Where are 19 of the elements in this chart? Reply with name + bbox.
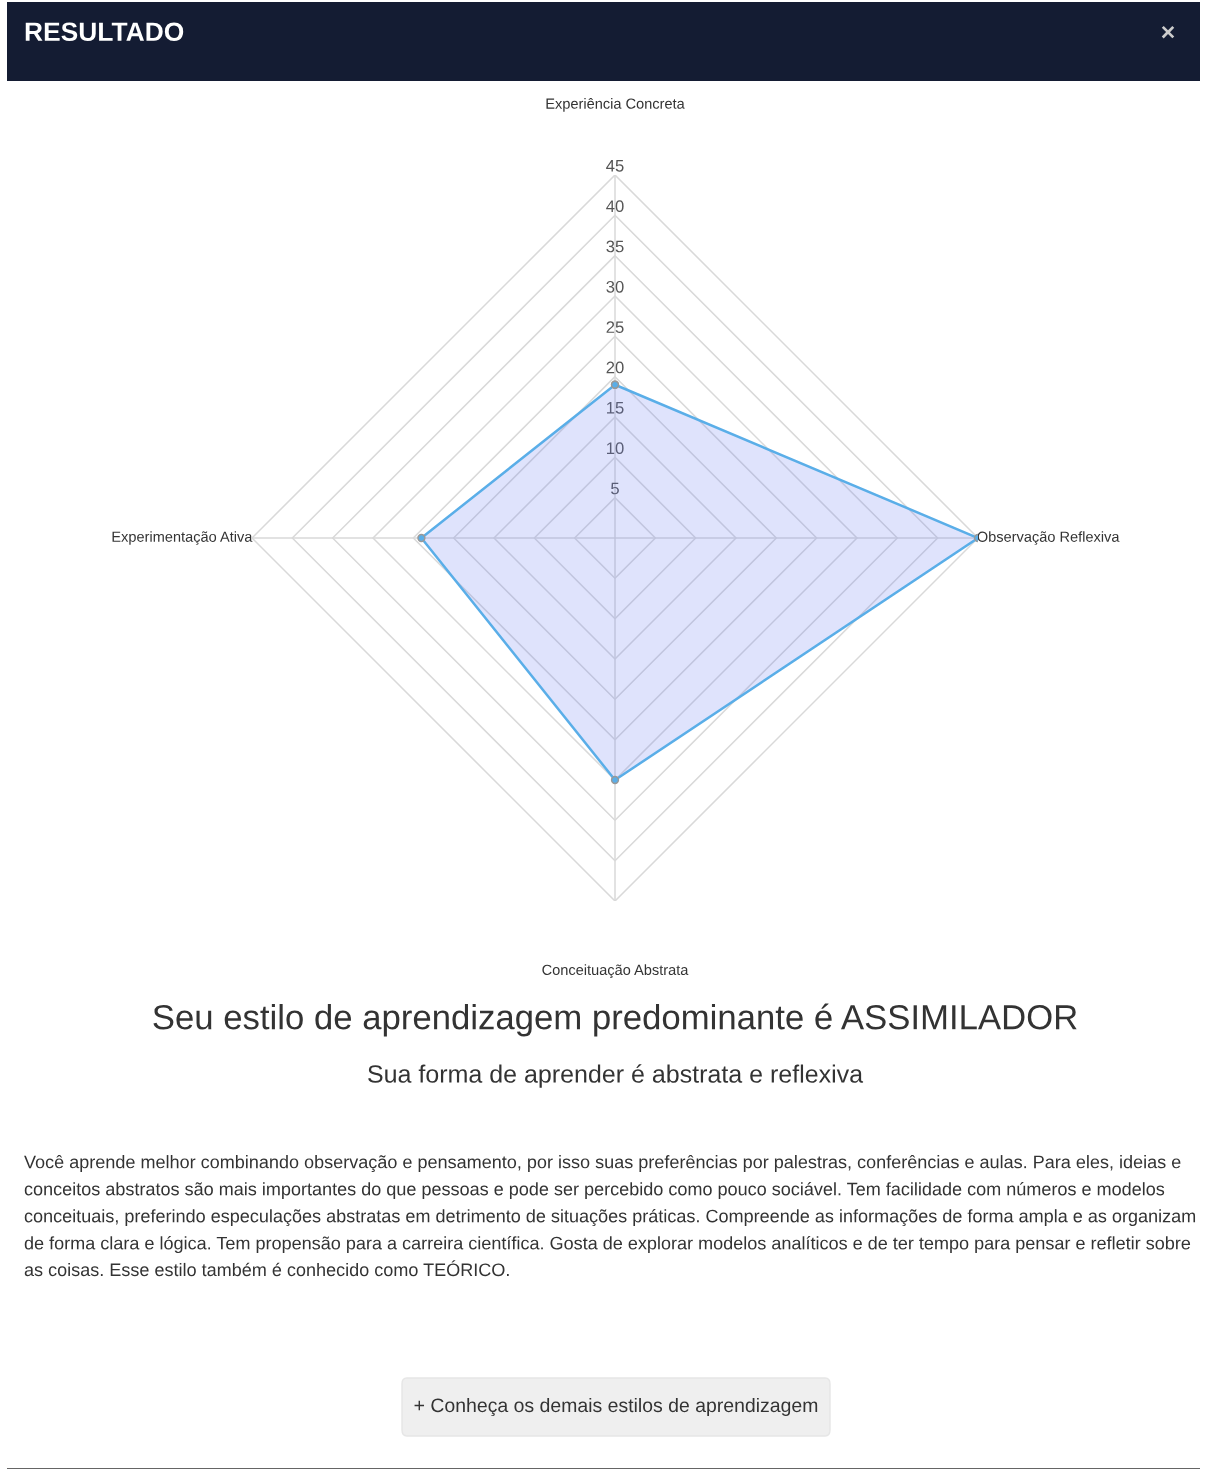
y-tick-label: 5	[611, 482, 619, 495]
spoke-label: Experimentação Ativa	[112, 531, 253, 545]
text: Seu estilo de aprendizagem predominante é ASSIMILADOR	[153, 1003, 1077, 1037]
y-tick-label: 40	[606, 200, 624, 213]
text: Sua forma de aprender é abstrata e reflexiva	[368, 1064, 864, 1088]
y-tick-label: 10	[607, 442, 624, 455]
y-tick-label: 45	[606, 160, 624, 172]
y-tick-label: 20	[606, 361, 624, 374]
y-tick-label: 25	[606, 321, 624, 334]
text: + Conheça os demais estilos de aprendizagem	[414, 1397, 818, 1417]
y-tick-label: 35	[606, 240, 624, 253]
y-tick-label: 15	[607, 402, 624, 414]
text: ×	[1161, 25, 1175, 39]
spoke-label: Observação Reflexiva	[977, 531, 1120, 545]
y-tick-label: 30	[606, 280, 624, 293]
text: Você aprende melhor combinando observação e pensamento, por isso suas preferências por palestras, conferências e aulas. Para eles, ideias e conceitos abstratos são mais importantes do que pessoas e pode ser percebido como pouco sociável. Tem facilidade com números e modelos conceituais, preferindo especulações abstratas em detrimento de situações práticas. Compreende as informações de forma ampla e as organizam de forma clara e lógica. Tem propensão para a carreira científica. Gosta de explorar modelos analíticos e de ter tempo para pensar e refletir sobre as coisas. Esse estilo também é conhecido como TEÓRICO.	[24, 1155, 1196, 1277]
spoke-label: Experiência Concreta	[546, 98, 685, 112]
spoke-label: Conceituação Abstrata	[542, 964, 689, 978]
text: RESULTADO	[25, 22, 184, 42]
